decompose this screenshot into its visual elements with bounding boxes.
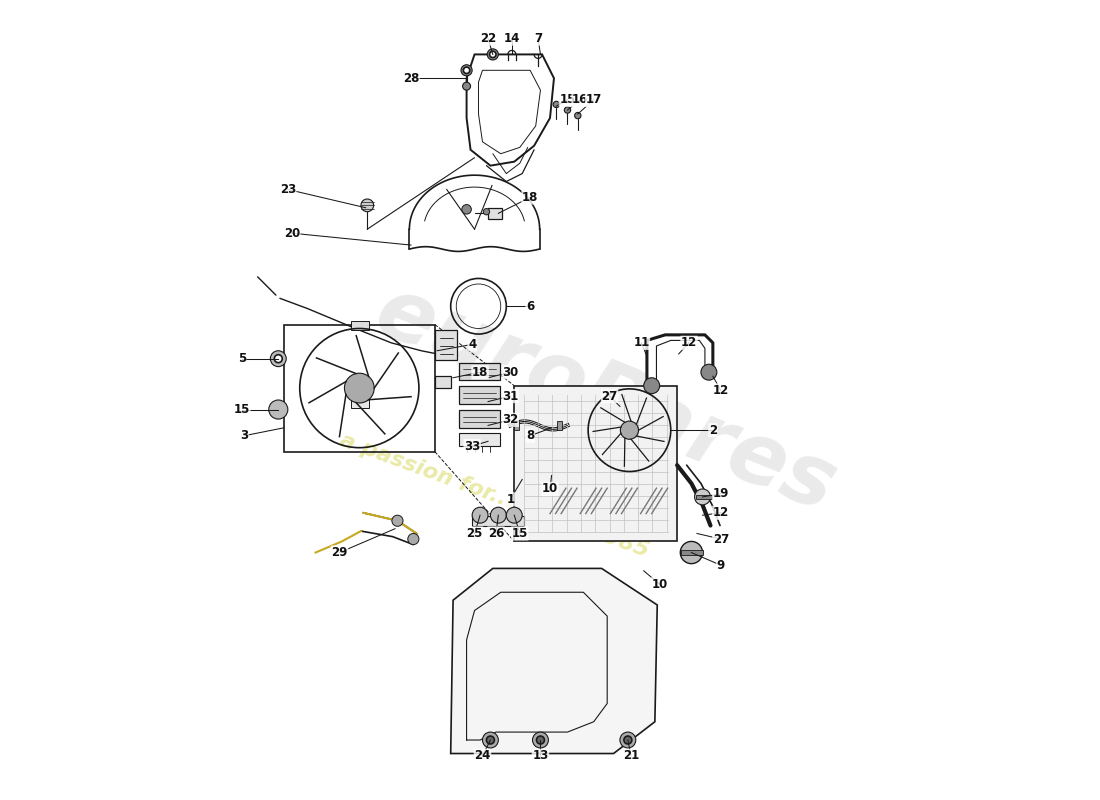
Text: 24: 24 xyxy=(474,750,491,762)
Text: 10: 10 xyxy=(651,578,668,591)
Text: 8: 8 xyxy=(526,430,535,442)
Circle shape xyxy=(463,82,471,90)
Text: 12: 12 xyxy=(681,336,697,350)
Text: 13: 13 xyxy=(532,750,549,762)
Circle shape xyxy=(462,205,472,214)
Text: 29: 29 xyxy=(331,546,348,559)
Circle shape xyxy=(483,732,498,748)
Text: 10: 10 xyxy=(542,482,558,495)
Circle shape xyxy=(624,736,631,744)
Bar xyxy=(681,550,703,555)
Circle shape xyxy=(506,507,522,523)
FancyBboxPatch shape xyxy=(488,208,503,219)
Bar xyxy=(284,325,434,452)
Circle shape xyxy=(472,507,488,523)
Text: 17: 17 xyxy=(585,94,602,106)
Text: 21: 21 xyxy=(623,750,639,762)
Circle shape xyxy=(553,102,560,108)
Text: 3: 3 xyxy=(240,430,249,442)
Text: 16: 16 xyxy=(572,94,588,106)
Circle shape xyxy=(361,199,374,212)
Circle shape xyxy=(680,542,703,564)
Text: 4: 4 xyxy=(468,338,476,351)
Circle shape xyxy=(486,736,494,744)
Bar xyxy=(515,386,678,542)
Text: 26: 26 xyxy=(487,527,504,540)
Bar xyxy=(472,516,524,526)
Circle shape xyxy=(490,51,496,58)
Text: 11: 11 xyxy=(634,336,649,350)
Circle shape xyxy=(344,373,374,403)
Circle shape xyxy=(274,354,283,362)
Text: 33: 33 xyxy=(464,439,481,453)
Bar xyxy=(351,394,369,408)
Circle shape xyxy=(644,378,660,394)
Bar xyxy=(434,330,458,360)
Text: 19: 19 xyxy=(713,487,729,500)
Text: 7: 7 xyxy=(534,32,542,45)
Text: 27: 27 xyxy=(713,533,729,546)
Text: a passion for... since 1985: a passion for... since 1985 xyxy=(337,430,651,561)
Circle shape xyxy=(463,67,470,74)
Text: 9: 9 xyxy=(717,558,725,572)
Text: 6: 6 xyxy=(526,300,535,313)
Circle shape xyxy=(271,350,286,366)
Text: 32: 32 xyxy=(503,414,518,426)
Text: 5: 5 xyxy=(238,352,246,365)
Bar xyxy=(459,362,499,380)
Text: 25: 25 xyxy=(466,527,483,540)
Text: 14: 14 xyxy=(504,32,520,45)
Text: 31: 31 xyxy=(503,390,518,402)
Bar xyxy=(459,434,499,446)
Bar xyxy=(557,421,562,430)
Circle shape xyxy=(392,515,403,526)
Circle shape xyxy=(487,49,498,60)
Text: 15: 15 xyxy=(512,527,528,540)
Bar xyxy=(459,386,499,404)
Bar xyxy=(459,410,499,428)
Bar xyxy=(351,321,369,330)
Polygon shape xyxy=(451,569,658,754)
Circle shape xyxy=(620,421,638,439)
Circle shape xyxy=(694,489,711,505)
Circle shape xyxy=(532,732,549,748)
Text: 30: 30 xyxy=(503,366,518,378)
Circle shape xyxy=(537,736,544,744)
Bar xyxy=(696,494,712,499)
Circle shape xyxy=(268,400,288,419)
Text: 2: 2 xyxy=(708,424,717,437)
Circle shape xyxy=(564,107,571,114)
Circle shape xyxy=(408,534,419,545)
Text: 15: 15 xyxy=(559,94,575,106)
Text: 15: 15 xyxy=(233,403,250,416)
Text: 20: 20 xyxy=(284,226,300,240)
Circle shape xyxy=(461,65,472,76)
Circle shape xyxy=(574,113,581,118)
Text: 23: 23 xyxy=(279,183,296,196)
Circle shape xyxy=(491,507,506,523)
Text: 12: 12 xyxy=(713,384,729,397)
Circle shape xyxy=(483,209,490,215)
Text: 27: 27 xyxy=(602,390,618,402)
Text: 28: 28 xyxy=(403,72,419,85)
Text: 18: 18 xyxy=(472,366,488,378)
Text: euroPares: euroPares xyxy=(363,270,848,530)
Text: 18: 18 xyxy=(522,191,538,204)
Circle shape xyxy=(620,732,636,748)
Text: 12: 12 xyxy=(713,506,729,519)
Bar xyxy=(515,421,519,430)
Text: 1: 1 xyxy=(506,493,515,506)
Text: 22: 22 xyxy=(480,32,496,45)
FancyBboxPatch shape xyxy=(434,376,451,388)
Circle shape xyxy=(701,364,717,380)
